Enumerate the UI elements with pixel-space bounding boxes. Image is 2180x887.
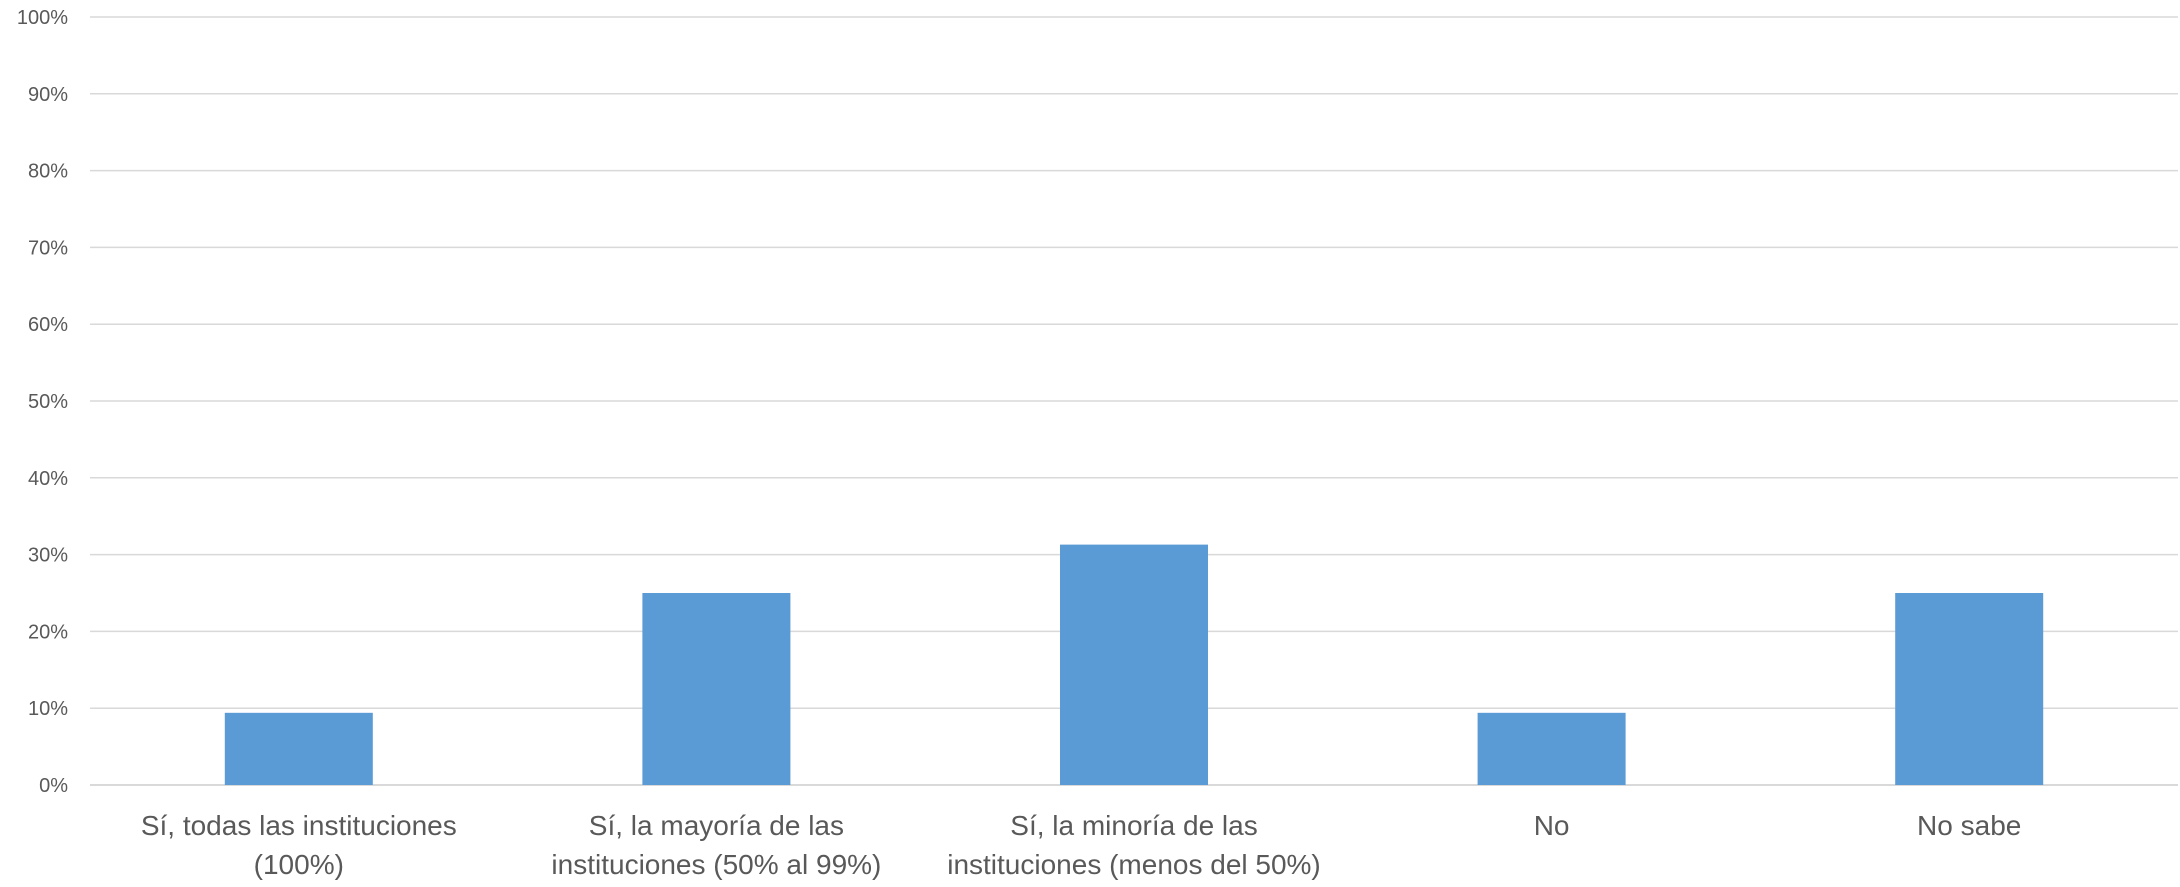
x-category-label: Sí, la mayoría de las: [589, 810, 844, 841]
y-tick-label: 0%: [39, 775, 68, 797]
x-category-label: No sabe: [1917, 810, 2021, 841]
y-tick-label: 80%: [28, 161, 68, 183]
x-axis-category-labels: Sí, todas las instituciones (100%) Sí, la …: [141, 810, 2022, 880]
bar: [224, 712, 373, 785]
y-tick-label: 30%: [28, 545, 68, 567]
x-category-label: No: [1534, 810, 1570, 841]
y-axis-tick-labels: 0% 10% 20% 30% 40% 50% 60% 70% 80% 90% 100%: [17, 7, 68, 797]
y-tick-label: 70%: [28, 237, 68, 259]
y-tick-label: 90%: [28, 84, 68, 106]
x-category-label: instituciones (menos del 50%): [947, 849, 1321, 880]
y-tick-label: 60%: [28, 314, 68, 336]
bar: [1895, 593, 2044, 785]
x-category-label: Sí, todas las instituciones: [141, 810, 457, 841]
x-category-label: Sí, la minoría de las: [1010, 810, 1257, 841]
y-tick-label: 50%: [28, 391, 68, 413]
y-tick-label: 40%: [28, 468, 68, 490]
x-category-label: (100%): [254, 849, 344, 880]
y-tick-label: 10%: [28, 698, 68, 720]
x-category-label: instituciones (50% al 99%): [551, 849, 881, 880]
bars: [224, 544, 2044, 785]
bar: [1477, 712, 1626, 785]
y-tick-label: 20%: [28, 621, 68, 643]
y-tick-label: 100%: [17, 7, 68, 29]
gridlines: [90, 16, 2178, 786]
bar: [642, 593, 791, 785]
bar: [1060, 544, 1208, 785]
